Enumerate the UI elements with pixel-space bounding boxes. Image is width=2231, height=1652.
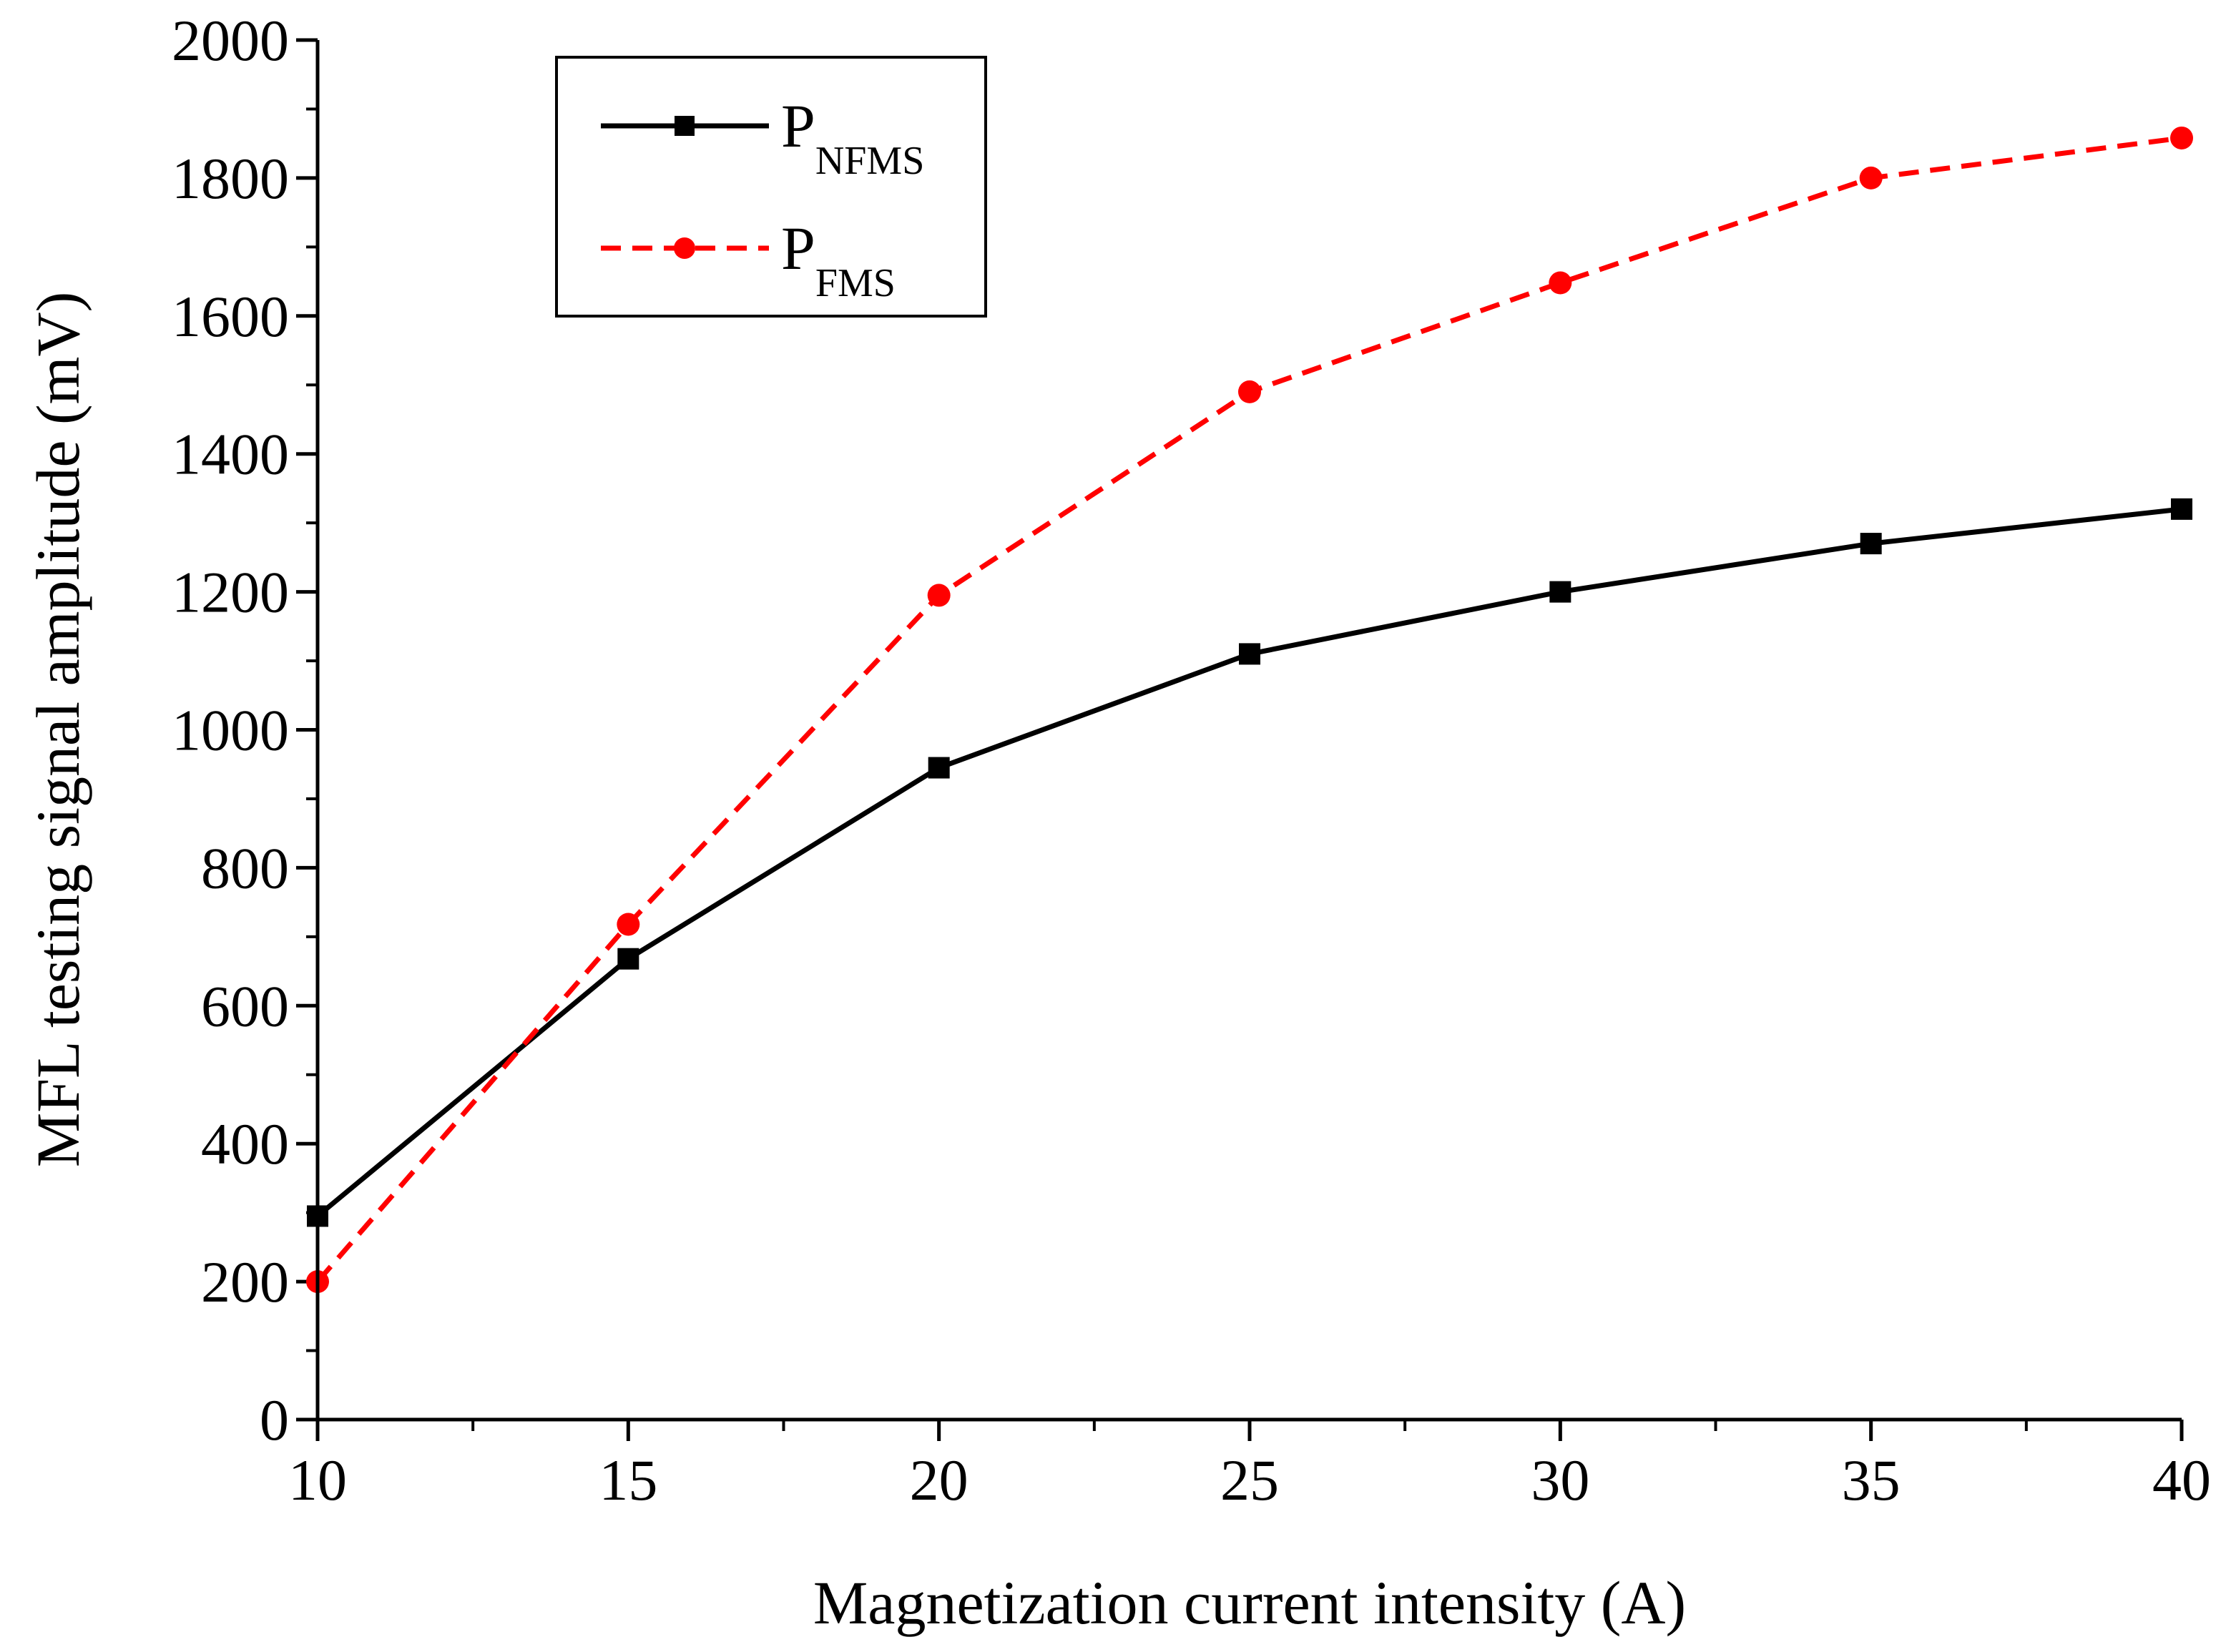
y-tick-label: 1000: [172, 698, 289, 763]
y-tick-label: 1800: [172, 146, 289, 211]
y-tick-label: 1400: [172, 422, 289, 487]
legend-marker-pnfms: [675, 116, 695, 136]
y-tick-label: 0: [260, 1387, 289, 1452]
legend: PNFMS PFMS: [555, 56, 987, 318]
y-tick-label: 400: [201, 1111, 289, 1176]
data-point-pnfms: [1239, 643, 1260, 665]
data-point-pnfms: [928, 757, 950, 779]
data-point-pfms: [1549, 271, 1572, 295]
minor-ticks: [306, 107, 2028, 1431]
y-tick-label: 800: [201, 835, 289, 900]
data-point-pfms: [927, 584, 951, 607]
legend-label-pnfms: PNFMS: [781, 92, 924, 183]
y-tick-label: 1200: [172, 560, 289, 625]
y-tick-label: 1600: [172, 284, 289, 349]
data-point-pnfms: [1860, 533, 1882, 555]
series-pnfms: [307, 498, 2192, 1227]
y-tick-label: 2000: [172, 8, 289, 73]
y-tick-label: 600: [201, 973, 289, 1038]
legend-box: [555, 56, 987, 318]
data-point-pfms: [1859, 166, 1883, 190]
x-tick-label: 10: [288, 1447, 347, 1513]
x-tick-label: 30: [1531, 1447, 1589, 1513]
x-tick-label: 25: [1220, 1447, 1279, 1513]
x-tick-label: 20: [910, 1447, 969, 1513]
tick-labels: 0 200 400 600 800 1000 1200 1400 1600 1800 2000 10 1…: [172, 8, 2211, 1513]
data-point-pnfms: [2171, 498, 2192, 520]
axes: [315, 40, 2182, 1422]
data-point-pfms: [2170, 126, 2193, 149]
x-tick-label: 40: [2152, 1447, 2211, 1513]
x-tick-label: 35: [1842, 1447, 1901, 1513]
legend-label-pfms: PFMS: [781, 214, 896, 305]
series-pfms: [306, 126, 2193, 1294]
legend-marker-pfms: [674, 237, 695, 259]
data-point-pfms: [1238, 380, 1261, 403]
data-point-pfms: [617, 913, 640, 936]
y-axis-title: MFL testing signal amplitude (mV): [24, 292, 92, 1168]
data-point-pnfms: [617, 948, 639, 970]
series-layer: [306, 126, 2193, 1294]
data-point-pnfms: [1549, 581, 1571, 603]
x-axis-title: Magnetization current intensity (A): [813, 1568, 1686, 1637]
x-tick-label: 15: [599, 1447, 657, 1513]
y-tick-label: 200: [201, 1249, 289, 1314]
